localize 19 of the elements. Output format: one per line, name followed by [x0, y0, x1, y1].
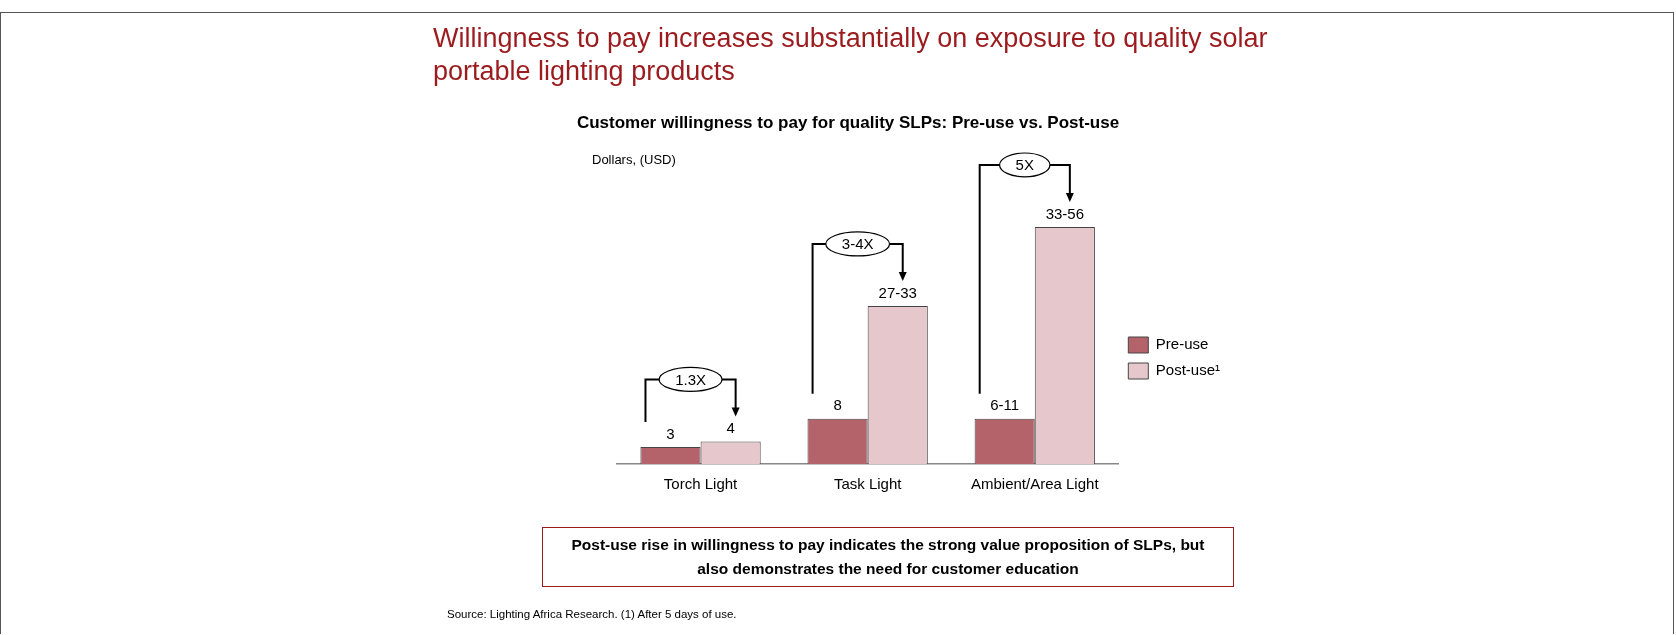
data-label: 27-33 [878, 283, 917, 301]
text: Post-use rise in willingness to pay indicates the strong value proposition of SLPs, but also demonstrates the need for customer education [542, 527, 1234, 587]
data-label: 4 [726, 419, 735, 437]
y-axis-title: Dollars, (USD) [592, 152, 676, 167]
data-label: 6-11 [990, 396, 1020, 414]
legend-label: Pre-use [1155, 335, 1209, 353]
x-tick-label: Task Light [833, 475, 903, 493]
source-note: Source: Lighting Africa Research. (1) After 5 days of use. [447, 608, 737, 620]
x-tick-label: Torch Light [663, 475, 739, 493]
data-label: 33-56 [1045, 204, 1085, 222]
chart-subtitle: Customer willingness to pay for quality SLPs: Pre-use vs. Post-use [575, 113, 1121, 133]
text: 5X [1015, 156, 1034, 174]
annotation: 3-4X [841, 235, 874, 253]
data-label: 3 [666, 424, 675, 442]
data-label: 8 [833, 396, 842, 414]
chart-title: Willingness to pay increases substantially on exposure to quality solar portable lighting products [433, 22, 1269, 88]
annotation: 1.3X [675, 370, 706, 388]
legend-label: Post-use¹ [1155, 361, 1221, 379]
x-tick-label: Ambient/Area Light [970, 475, 1100, 493]
